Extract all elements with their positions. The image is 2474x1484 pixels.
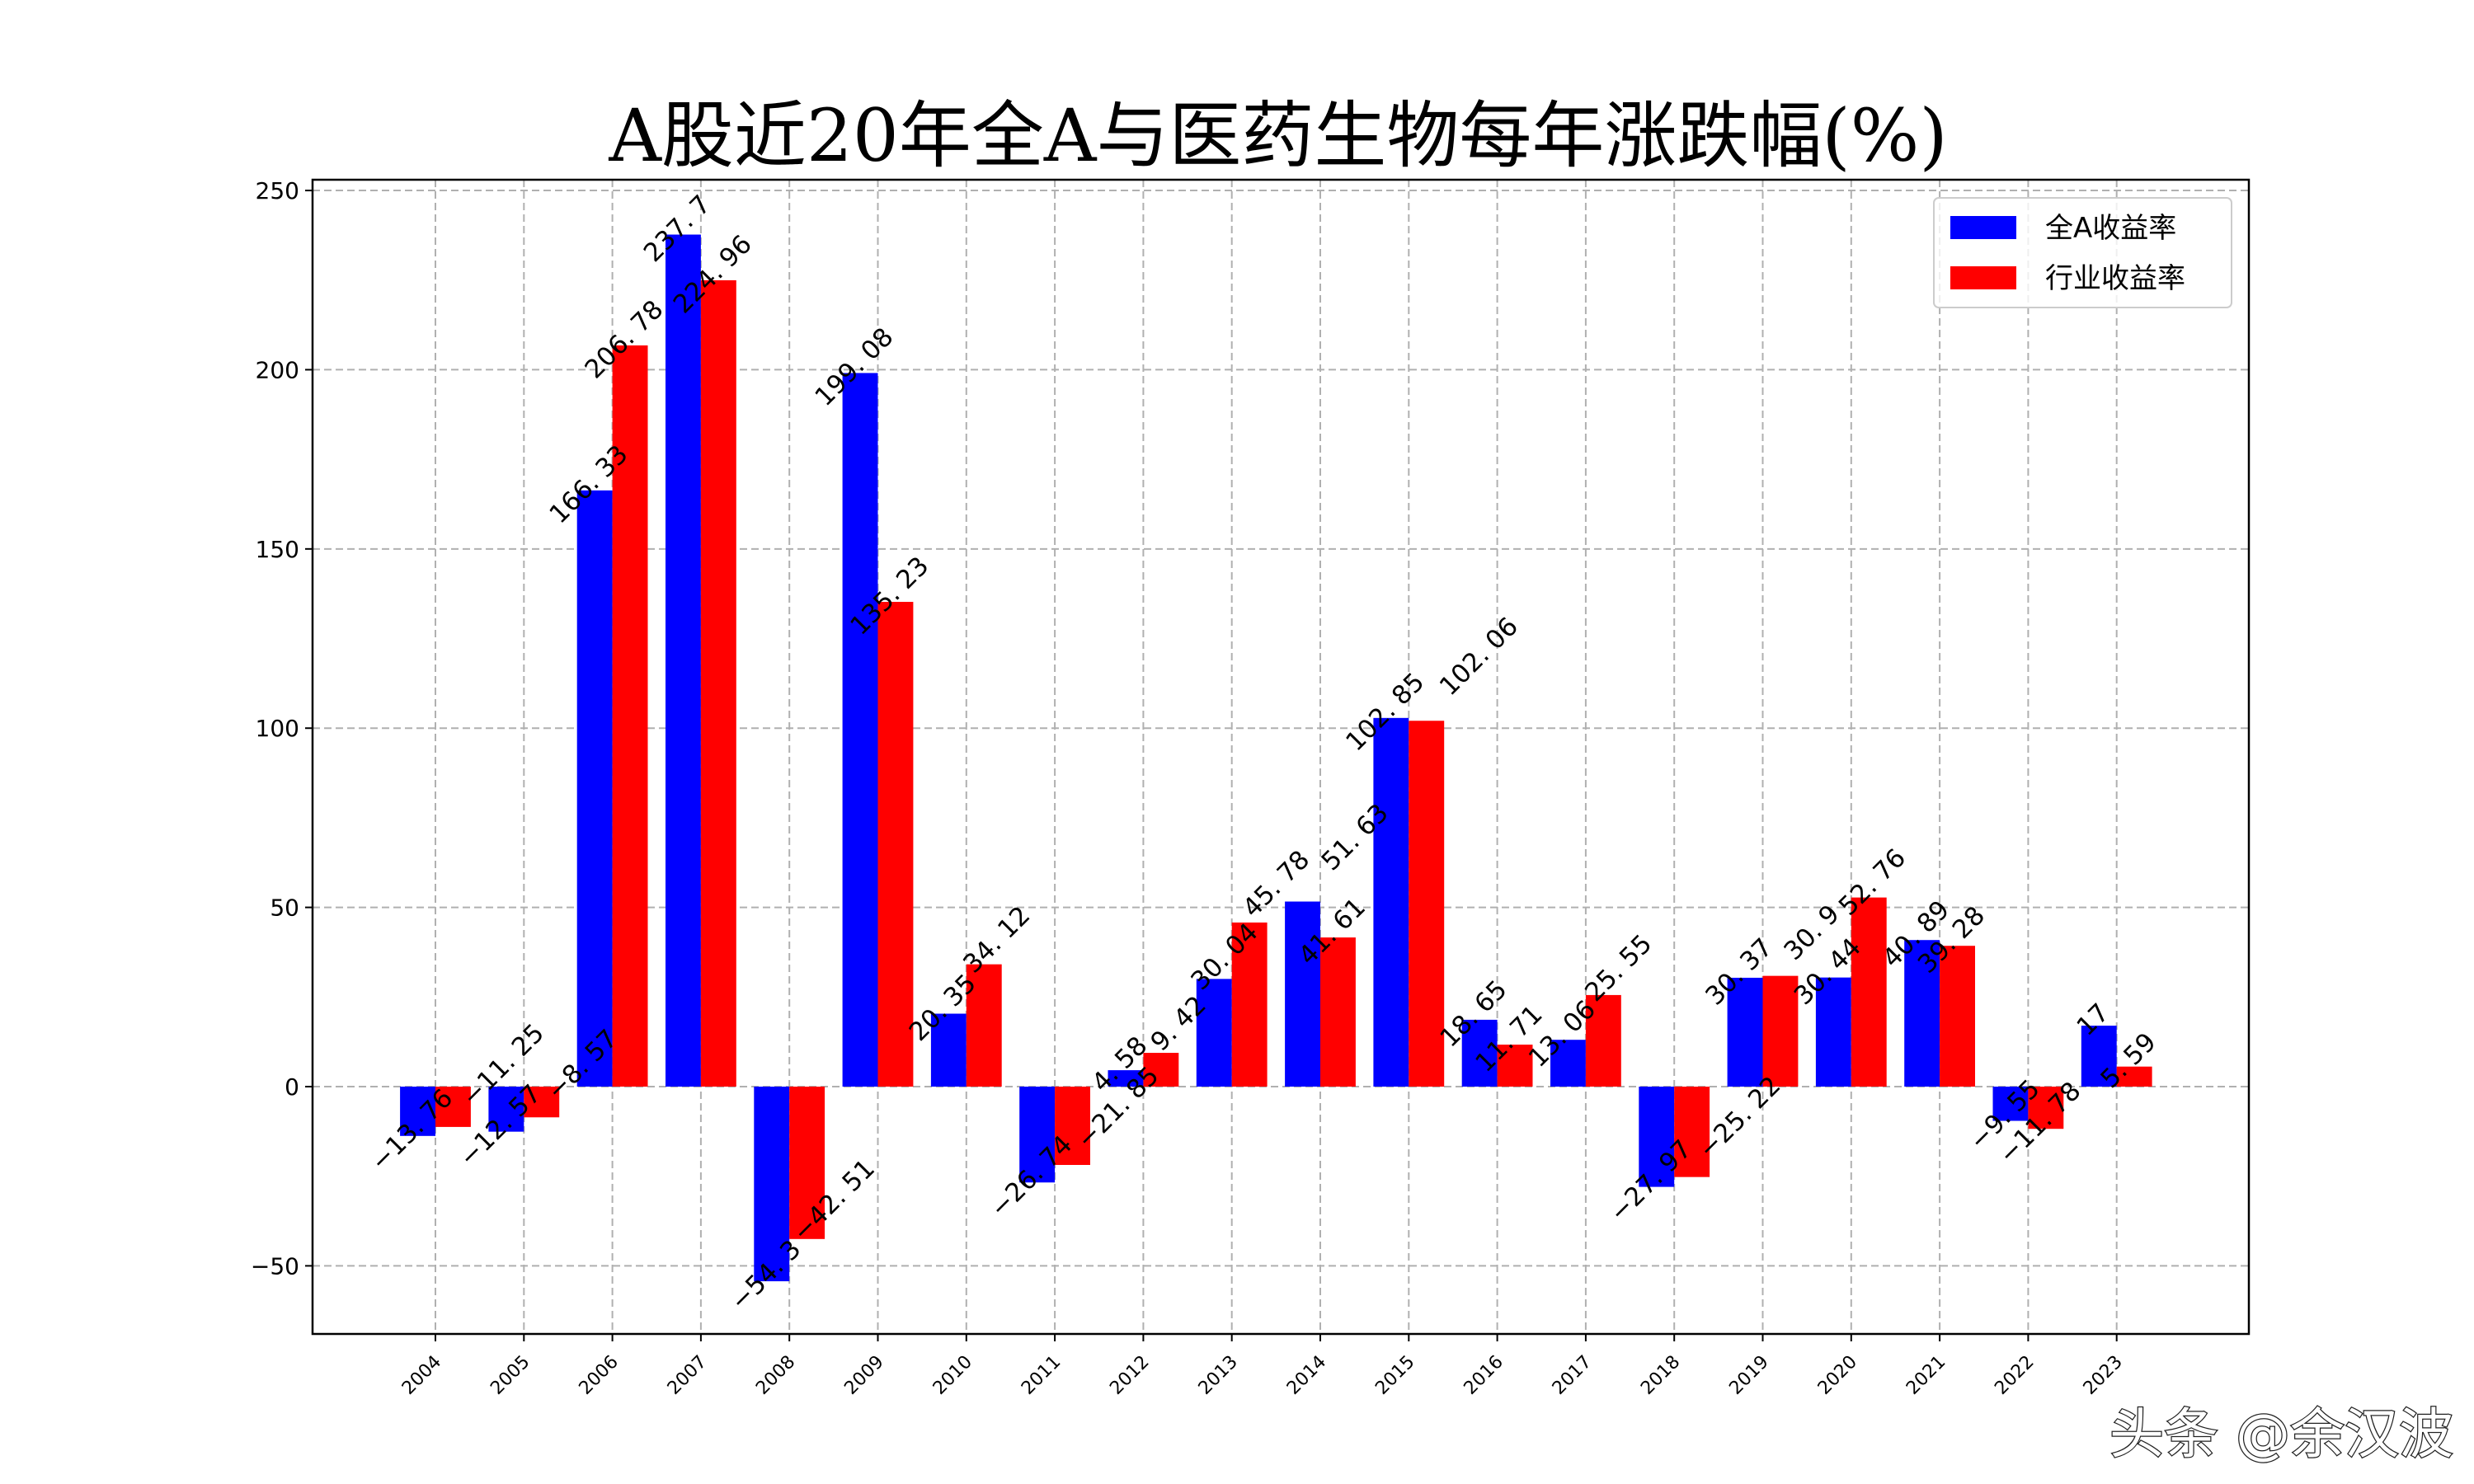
bar-industry-2012	[1143, 1053, 1179, 1087]
x-tick-label: 2023	[2080, 1352, 2127, 1399]
bar-all-a-2014	[1285, 901, 1320, 1087]
bar-all-a-2021	[1904, 940, 1940, 1087]
bars	[400, 234, 2152, 1282]
bar-all-a-2011	[1019, 1087, 1056, 1183]
bar-all-a-2005	[488, 1087, 524, 1132]
bar-industry-2009	[877, 602, 914, 1087]
bar-industry-2016	[1497, 1045, 1533, 1087]
bar-industry-2014	[1320, 937, 1356, 1087]
x-tick-label: 2014	[1283, 1352, 1330, 1399]
bar-all-a-2012	[1108, 1070, 1144, 1087]
legend-swatch-all-a	[1950, 216, 2016, 239]
x-tick-label: 2010	[929, 1352, 976, 1399]
x-tick-label: 2006	[576, 1352, 623, 1399]
y-tick-label: 250	[256, 177, 299, 204]
chart-title: A股近20年全A与医药生物每年涨跌幅(%)	[608, 93, 1947, 178]
bar-industry-2006	[612, 345, 648, 1087]
x-tick-label: 2018	[1637, 1352, 1684, 1399]
y-tick-label: 200	[256, 356, 299, 383]
bar-all-a-2010	[930, 1013, 967, 1087]
x-tick-label: 2022	[1991, 1352, 2038, 1399]
x-tick-label: 2008	[752, 1352, 799, 1399]
x-axis: 2004 2005 2006 2007 2008 2009 2010 2011 2012 2013…	[398, 1334, 2127, 1399]
y-tick-label: 50	[270, 895, 299, 922]
bar-all-a-2020	[1815, 977, 1851, 1087]
data-label: 102. 06	[1434, 612, 1524, 702]
bar-industry-2007	[700, 279, 736, 1087]
plot-frame	[311, 178, 2251, 1336]
x-tick-label: 2009	[840, 1352, 887, 1399]
bar-all-a-2017	[1550, 1040, 1586, 1087]
x-tick-label: 2005	[487, 1352, 534, 1399]
y-tick-label: 150	[256, 536, 299, 563]
legend-label-all-a: 全A收益率	[2045, 212, 2176, 245]
watermark: 头条 @余汉波	[2109, 1402, 2453, 1466]
x-tick-label: 2015	[1371, 1352, 1418, 1399]
legend: 全A收益率 行业收益率	[1933, 197, 2232, 308]
x-tick-label: 2017	[1549, 1352, 1596, 1399]
bar-industry-2021	[1940, 946, 1975, 1087]
bar-all-a-2006	[576, 490, 613, 1087]
bar-industry-2013	[1231, 922, 1268, 1087]
bar-all-a-2019	[1727, 977, 1763, 1087]
bar-all-a-2009	[842, 373, 878, 1087]
x-tick-label: 2011	[1018, 1352, 1065, 1399]
x-tick-label: 2020	[1814, 1352, 1861, 1399]
legend-label-industry: 行业收益率	[2045, 262, 2185, 295]
bar-all-a-2023	[2081, 1026, 2117, 1087]
bar-industry-2008	[789, 1087, 825, 1239]
y-tick-label: 0	[285, 1073, 299, 1101]
bar-industry-2017	[1585, 994, 1621, 1087]
x-tick-label: 2007	[664, 1352, 711, 1399]
y-tick-label: −50	[251, 1252, 299, 1280]
bar-industry-2011	[1055, 1087, 1090, 1165]
bar-industry-2022	[2028, 1087, 2064, 1129]
bar-industry-2023	[2116, 1066, 2152, 1087]
bar-industry-2010	[966, 964, 1002, 1087]
x-tick-label: 2012	[1106, 1352, 1153, 1399]
bar-industry-2019	[1762, 975, 1799, 1087]
bar-all-a-2004	[400, 1087, 435, 1136]
legend-swatch-industry	[1950, 266, 2016, 289]
bar-all-a-2016	[1461, 1019, 1498, 1087]
y-tick-label: 100	[256, 715, 299, 742]
x-tick-label: 2019	[1725, 1352, 1772, 1399]
x-tick-label: 2016	[1460, 1352, 1507, 1399]
x-tick-label: 2004	[398, 1352, 445, 1399]
bar-industry-2004	[435, 1087, 471, 1127]
bar-all-a-2022	[1992, 1087, 2029, 1121]
bar-industry-2018	[1674, 1087, 1710, 1177]
y-axis: −50 0 50 100 150 200 250	[251, 177, 313, 1280]
bar-all-a-2013	[1196, 979, 1232, 1087]
bar-all-a-2008	[754, 1087, 790, 1282]
x-tick-label: 2013	[1195, 1352, 1242, 1399]
bar-all-a-2015	[1373, 717, 1409, 1087]
bar-all-a-2018	[1639, 1087, 1675, 1187]
bar-industry-2020	[1851, 897, 1887, 1087]
bar-all-a-2007	[666, 234, 701, 1087]
x-tick-label: 2021	[1903, 1352, 1950, 1399]
bar-industry-2005	[524, 1087, 560, 1118]
bar-industry-2015	[1409, 721, 1445, 1087]
